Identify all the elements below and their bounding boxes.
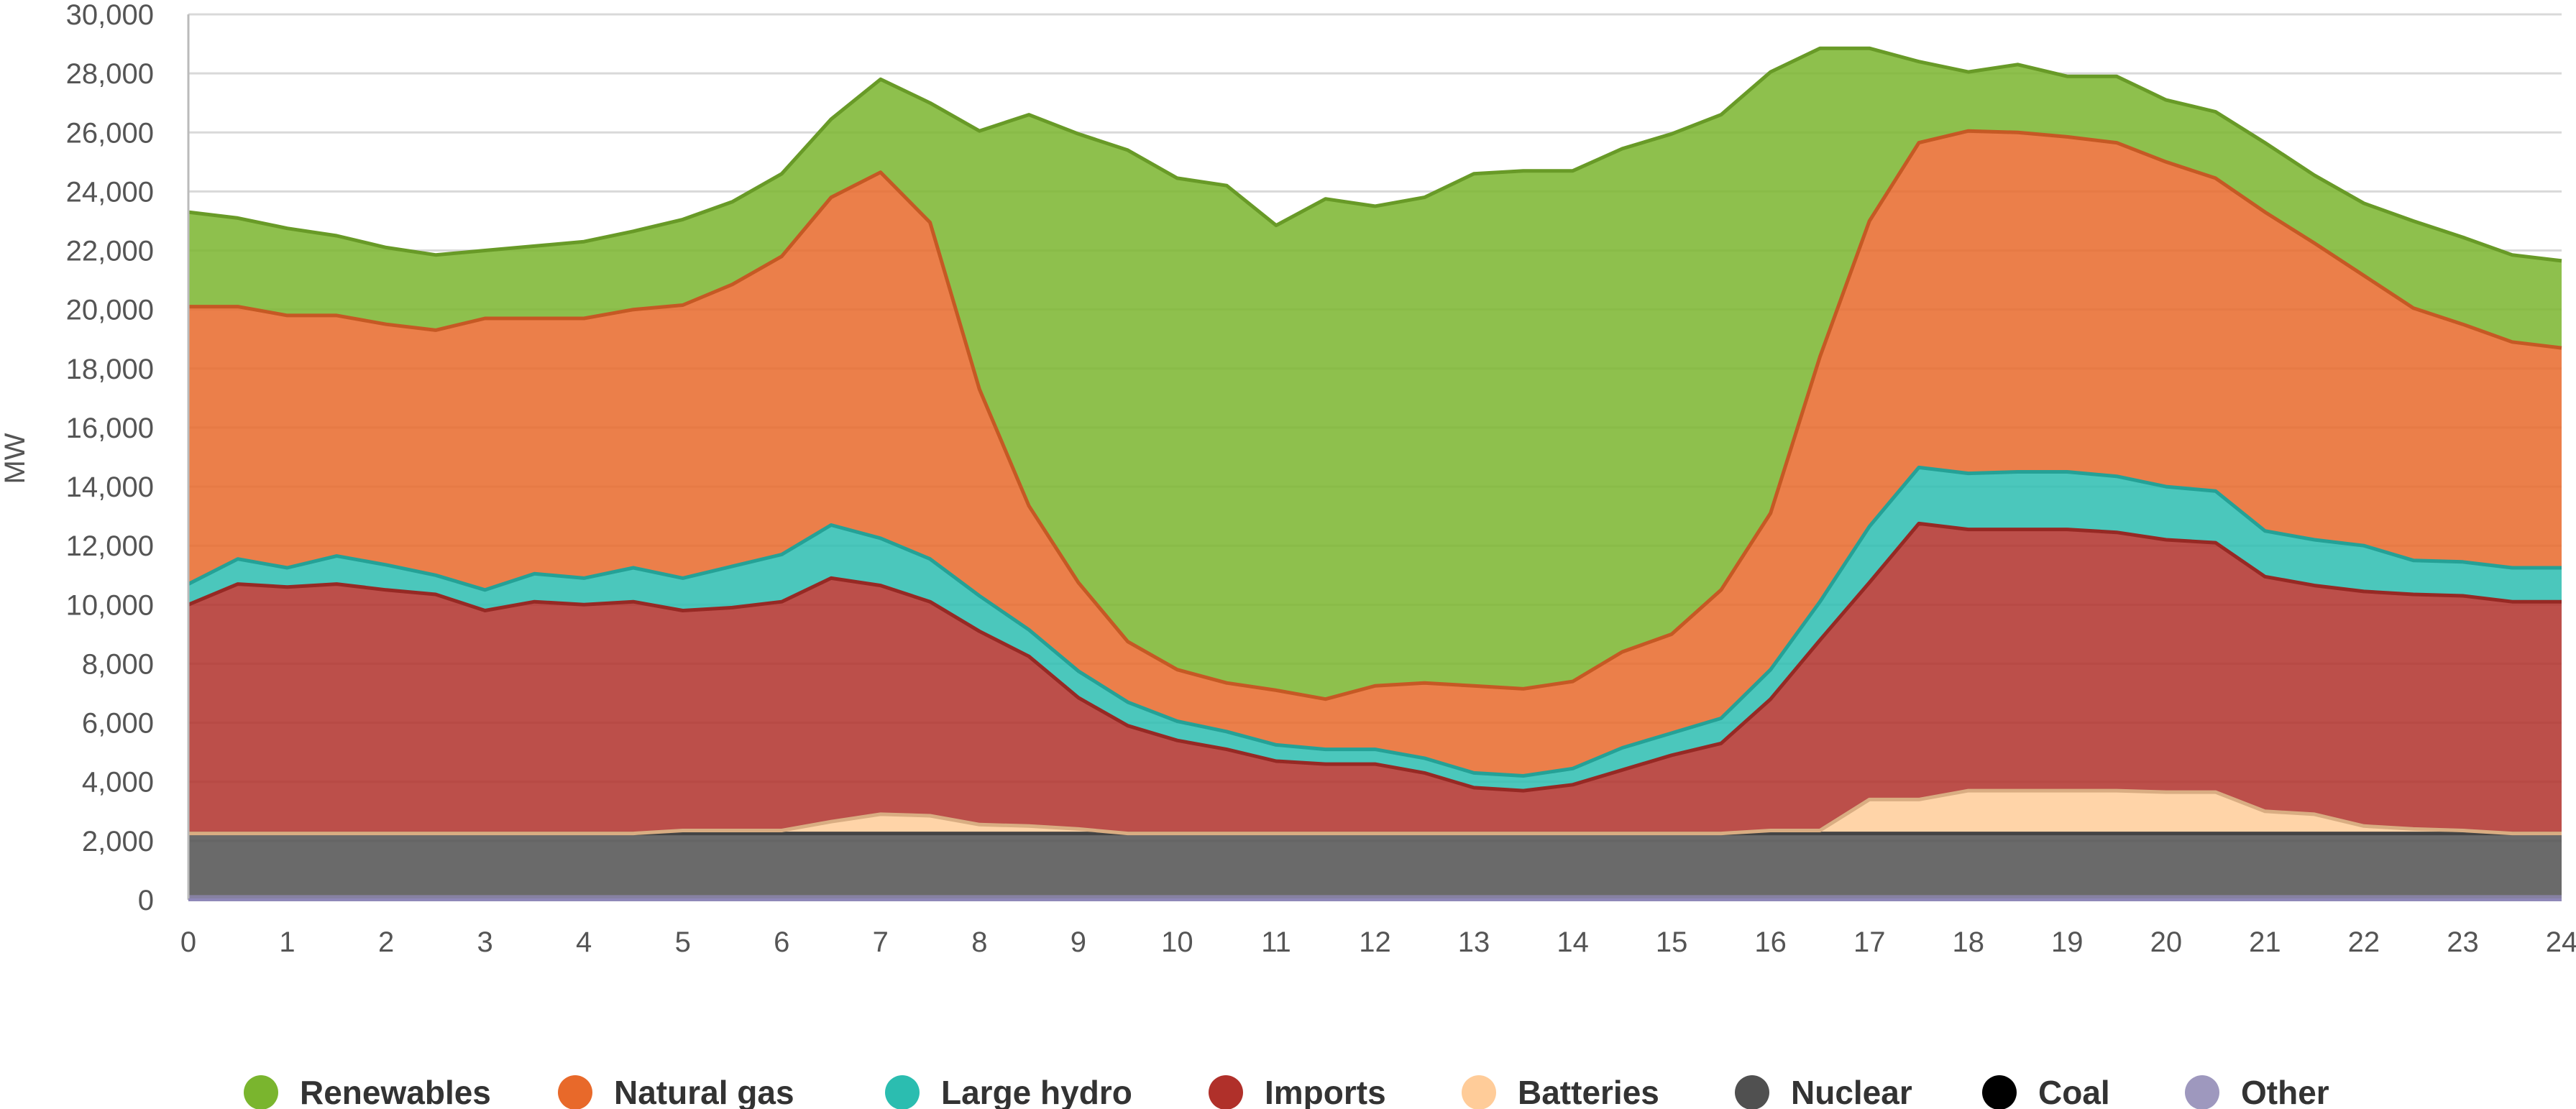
x-tick-labels: 0 1 2 3 4 5 6 7 8 9 10 11 12 13 14 15 16 17 18 19 20 21 22 23 24 <box>180 926 2576 958</box>
legend-item-batteries[interactable]: Batteries <box>1462 1074 1659 1109</box>
x-tick-label: 5 <box>675 926 691 958</box>
legend-item-large-hydro[interactable]: Large hydro <box>885 1074 1132 1109</box>
legend-label: Imports <box>1265 1074 1386 1109</box>
x-tick-label: 11 <box>1261 926 1291 958</box>
line-batteries <box>188 788 2562 836</box>
legend-label: Coal <box>2038 1074 2110 1109</box>
line-large-hydro <box>187 465 2562 778</box>
x-tick-label: 14 <box>1557 926 1589 958</box>
legend-swatch <box>1209 1075 1243 1109</box>
axes <box>187 14 2562 901</box>
y-tick-label: 2,000 <box>82 826 154 857</box>
legend-swatch <box>1982 1075 2017 1109</box>
y-tick-label: 20,000 <box>66 295 154 326</box>
legend-swatch <box>244 1075 278 1109</box>
legend-label: Batteries <box>1518 1074 1659 1109</box>
area-renewables <box>188 48 2562 699</box>
y-tick-label: 22,000 <box>66 236 154 267</box>
legend-swatch <box>558 1075 592 1109</box>
y-tick-label: 12,000 <box>66 530 154 562</box>
x-tick-label: 18 <box>1953 926 1985 958</box>
y-tick-label: 26,000 <box>66 117 154 149</box>
series-areas <box>188 48 2562 900</box>
x-tick-label: 4 <box>576 926 592 958</box>
x-tick-label: 9 <box>1071 926 1086 958</box>
x-tick-label: 20 <box>2150 926 2183 958</box>
line-imports <box>188 521 2562 793</box>
x-tick-label: 24 <box>2546 926 2576 958</box>
x-tick-label: 10 <box>1161 926 1193 958</box>
legend-label: Renewables <box>300 1074 491 1109</box>
x-tick-label: 2 <box>378 926 394 958</box>
x-tick-label: 12 <box>1359 926 1391 958</box>
legend-item-other[interactable]: Other <box>2185 1074 2329 1109</box>
legend-item-nuclear[interactable]: Nuclear <box>1735 1074 1912 1109</box>
legend-item-imports[interactable]: Imports <box>1209 1074 1386 1109</box>
x-tick-label: 21 <box>2249 926 2281 958</box>
x-tick-label: 15 <box>1656 926 1688 958</box>
y-tick-label: 8,000 <box>82 648 154 680</box>
series-lines <box>187 46 2562 899</box>
y-tick-label: 24,000 <box>66 176 154 208</box>
x-tick-label: 7 <box>873 926 889 958</box>
y-tick-label: 18,000 <box>66 354 154 385</box>
x-tick-label: 0 <box>180 926 196 958</box>
y-tick-label: 4,000 <box>82 767 154 799</box>
x-tick-label: 1 <box>279 926 295 958</box>
legend-swatch <box>885 1075 920 1109</box>
y-tick-labels: 0 2,000 4,000 6,000 8,000 10,000 12,000 14,000 1… <box>66 0 154 916</box>
legend-item-coal[interactable]: Coal <box>1982 1074 2110 1109</box>
legend-label: Large hydro <box>941 1074 1132 1109</box>
x-tick-label: 22 <box>2348 926 2380 958</box>
x-tick-label: 23 <box>2447 926 2479 958</box>
legend-label: Natural gas <box>614 1074 794 1109</box>
legend-swatch <box>1462 1075 1496 1109</box>
x-tick-label: 3 <box>477 926 493 958</box>
area-batteries <box>188 791 2562 834</box>
legend-label: Nuclear <box>1791 1074 1912 1109</box>
legend-label: Other <box>2241 1074 2329 1109</box>
legend-item-renewables[interactable]: Renewables <box>244 1074 491 1109</box>
legend: Renewables Natural gas Large hydro Imports B… <box>244 1074 2329 1109</box>
area-imports <box>188 523 2562 834</box>
y-tick-label: 14,000 <box>66 471 154 503</box>
y-axis-label: MW <box>0 433 31 484</box>
area-natural-gas <box>188 131 2562 776</box>
y-tick-label: 10,000 <box>66 589 154 621</box>
y-tick-label: 6,000 <box>82 708 154 740</box>
x-tick-label: 19 <box>2051 926 2084 958</box>
legend-item-natural-gas[interactable]: Natural gas <box>558 1074 794 1109</box>
area-nuclear <box>188 833 2562 897</box>
y-tick-label: 28,000 <box>66 58 154 90</box>
legend-swatch <box>1735 1075 1769 1109</box>
y-tick-label: 0 <box>138 885 154 916</box>
x-tick-label: 17 <box>1853 926 1886 958</box>
x-tick-label: 6 <box>774 926 789 958</box>
x-tick-label: 13 <box>1458 926 1490 958</box>
y-tick-label: 30,000 <box>66 0 154 31</box>
line-renewables <box>188 46 2562 263</box>
legend-swatch <box>2185 1075 2219 1109</box>
y-tick-label: 16,000 <box>66 413 154 444</box>
x-tick-label: 16 <box>1754 926 1787 958</box>
line-natural-gas <box>188 129 2562 701</box>
x-tick-label: 8 <box>971 926 987 958</box>
